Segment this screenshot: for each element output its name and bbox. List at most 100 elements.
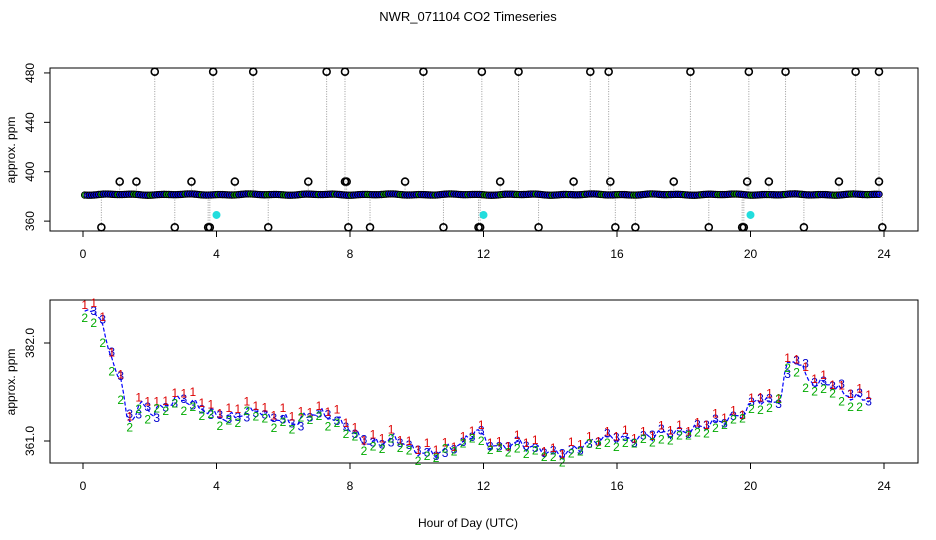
raw-data-point: [688, 191, 696, 199]
raw-data-point: [387, 190, 395, 198]
raw-data-point: [141, 191, 150, 199]
series-number-marker: 2: [748, 402, 755, 416]
mid-spike-point: [569, 177, 578, 186]
raw-data-point: [258, 191, 266, 199]
raw-data-point: [424, 191, 432, 199]
raw-data-point: [354, 191, 362, 199]
raw-data-point: [417, 190, 425, 199]
series-number-marker: 1: [469, 424, 476, 438]
raw-data-point: [281, 191, 290, 199]
high-spike-point: [477, 67, 487, 77]
raw-data-point: [405, 191, 414, 199]
series-number-marker: 3: [424, 445, 431, 459]
averaged-x-tick-label: 12: [477, 479, 491, 493]
raw-data-point: [506, 190, 514, 198]
series-number-marker: 3: [415, 443, 422, 457]
raw-data-point: [309, 190, 318, 199]
raw-data-point: [125, 190, 133, 198]
raw-data-point: [183, 190, 192, 198]
raw-x-tick-label: 12: [477, 247, 491, 261]
series-number-marker: 1: [207, 397, 214, 411]
raw-timeseries-y-axis-label: approx. ppm: [4, 117, 18, 184]
raw-data-point: [461, 190, 470, 199]
raw-data-point: [520, 190, 528, 199]
raw-data-point: [330, 190, 339, 198]
series-number-marker: 2: [811, 384, 818, 398]
series-number-marker: 2: [523, 447, 530, 461]
series-number-marker: 3: [298, 419, 305, 433]
series-number-marker: 1: [280, 401, 287, 415]
raw-data-point: [358, 190, 367, 199]
series-number-marker: 2: [289, 423, 296, 437]
series-number-marker: 1: [144, 394, 151, 408]
raw-data-point: [216, 190, 224, 199]
raw-data-point: [770, 191, 778, 199]
series-number-marker: 3: [496, 439, 503, 453]
high-spike-point: [322, 67, 331, 77]
raw-data-point: [475, 190, 484, 199]
raw-data-point: [641, 190, 650, 198]
series-number-marker: 1: [253, 399, 260, 413]
raw-data-point: [106, 190, 115, 198]
raw-data-point: [487, 191, 495, 199]
series-number-marker: 1: [171, 386, 178, 400]
raw-data-point: [823, 191, 832, 199]
raw-data-point: [599, 190, 608, 199]
raw-data-point: [284, 191, 292, 199]
series-number-marker: 2: [198, 409, 205, 423]
raw-data-point: [380, 190, 388, 199]
raw-data-point: [450, 190, 458, 198]
raw-data-point: [865, 190, 874, 199]
high-spike-point: [514, 67, 523, 77]
raw-data-point: [457, 190, 465, 199]
raw-data-point: [172, 190, 180, 199]
series-number-marker: 3: [253, 406, 260, 420]
raw-data-point: [394, 190, 402, 198]
raw-data-point: [510, 190, 519, 199]
averaged-x-tick-label: 0: [80, 479, 87, 493]
raw-data-point: [842, 190, 850, 199]
series-number-marker: 2: [235, 416, 242, 430]
raw-data-point: [679, 190, 687, 199]
raw-data-point: [237, 190, 245, 199]
series-number-marker: 2: [532, 443, 539, 457]
raw-data-point: [471, 190, 479, 199]
raw-data-point: [260, 191, 269, 199]
series-number-marker: 2: [793, 365, 800, 379]
raw-y-tick-label: 360: [23, 211, 37, 231]
raw-data-point: [513, 190, 521, 199]
raw-data-point: [298, 190, 306, 199]
series-number-marker: 1: [415, 443, 422, 457]
series-number-marker: 3: [370, 435, 377, 449]
raw-data-point: [403, 191, 411, 199]
raw-data-point: [365, 190, 374, 199]
series-number-marker: 3: [811, 375, 818, 389]
series-number-marker: 3: [847, 387, 854, 401]
raw-data-point: [636, 191, 645, 199]
raw-data-point: [800, 190, 808, 199]
raw-data-point: [80, 191, 89, 199]
raw-data-point: [615, 190, 624, 199]
series-number-marker: 2: [180, 404, 187, 418]
raw-data-point: [714, 190, 722, 199]
raw-data-point: [858, 190, 867, 199]
series-number-marker: 3: [865, 394, 872, 408]
series-number-marker: 3: [703, 418, 710, 432]
raw-data-point: [618, 190, 626, 199]
series-number-marker: 2: [343, 427, 350, 441]
raw-data-point: [746, 191, 755, 199]
raw-data-point: [571, 191, 579, 199]
raw-data-point: [665, 190, 673, 199]
raw-data-point: [856, 190, 865, 199]
raw-data-point: [277, 190, 285, 199]
series-number-marker: 3: [577, 443, 584, 457]
raw-data-point: [314, 190, 322, 199]
raw-data-point: [613, 190, 622, 199]
raw-data-point: [658, 190, 666, 199]
raw-data-point: [597, 190, 605, 199]
raw-data-point: [410, 191, 418, 199]
series-number-marker: 2: [370, 439, 377, 453]
series-number-marker: 3: [397, 436, 404, 450]
raw-timeseries-plot-frame: [49, 67, 919, 232]
raw-data-point: [466, 190, 474, 199]
